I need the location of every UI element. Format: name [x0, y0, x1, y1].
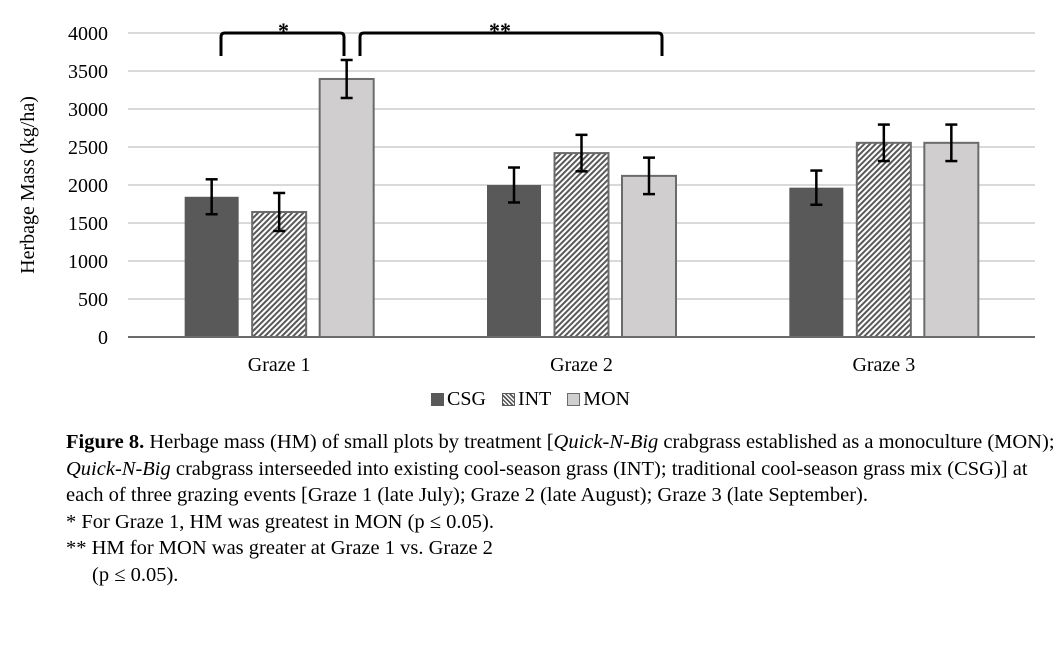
bar-csg	[789, 187, 844, 337]
caption-text-3: crabgrass interseeded into existing cool…	[66, 457, 1028, 507]
significance-brackets: * **	[219, 18, 664, 56]
x-axis-ticks: Graze 1 Graze 2 Graze 3	[248, 354, 915, 376]
x-tick-label: Graze 3	[852, 354, 915, 376]
significance-label: **	[489, 18, 511, 43]
caption-italic-1: Quick-N-Big	[553, 431, 659, 453]
legend-item-csg: CSG	[431, 388, 486, 411]
bar-csg	[184, 196, 239, 337]
y-axis-title: Herbage Mass (kg/ha)	[17, 96, 39, 274]
x-tick-label: Graze 1	[248, 354, 311, 376]
y-axis-ticks: 0 500 1000 1500 2000 2500 3000 3500 4000	[68, 23, 108, 349]
y-tick-label: 500	[78, 289, 108, 311]
y-tick-label: 3500	[68, 61, 108, 83]
y-tick-label: 0	[98, 327, 108, 349]
y-tick-label: 4000	[68, 23, 108, 45]
y-tick-label: 2500	[68, 137, 108, 159]
error-bar	[877, 123, 890, 163]
bar-int	[251, 210, 308, 338]
error-bar	[643, 156, 655, 196]
bar-chart: 0 500 1000 1500 2000 2500 3000 3500 4000 Herbage…	[17, 18, 1035, 376]
legend-item-mon: MON	[567, 388, 630, 411]
bars	[184, 77, 980, 338]
bar-mon	[318, 77, 375, 338]
error-bar	[945, 123, 958, 163]
error-bar	[273, 191, 286, 233]
significance-bracket	[358, 31, 664, 56]
bar-mon	[923, 141, 980, 338]
x-tick-label: Graze 2	[550, 354, 613, 376]
bar-int	[553, 152, 610, 338]
legend-swatch-csg	[431, 393, 445, 406]
y-tick-label: 1000	[68, 251, 108, 273]
y-tick-label: 1500	[68, 213, 108, 235]
caption-main: Figure 8. Herbage mass (HM) of small plo…	[66, 429, 1056, 509]
error-bar	[575, 133, 588, 173]
bar-int	[855, 141, 912, 338]
caption-note-2b: (p ≤ 0.05).	[92, 563, 179, 586]
error-bars	[205, 58, 958, 233]
legend-item-int: INT	[501, 388, 552, 411]
caption-text-2: crabgrass established as a monoculture (…	[658, 431, 1055, 453]
legend-label-mon: MON	[583, 388, 630, 410]
error-bar	[810, 169, 823, 207]
significance-bracket	[219, 31, 346, 56]
legend-label-int: INT	[517, 388, 552, 410]
error-bar	[340, 58, 353, 100]
legend-swatch-mon	[567, 393, 581, 406]
error-bar	[205, 178, 218, 216]
legend: CSG INT MON	[0, 388, 1061, 411]
bar-mon	[621, 174, 677, 338]
legend-swatch-int	[501, 393, 515, 406]
y-tick-label: 2000	[68, 175, 108, 197]
significance-label: *	[278, 18, 289, 43]
error-bar	[508, 166, 520, 204]
caption-note-2a: ** HM for MON was greater at Graze 1 vs.…	[66, 537, 493, 559]
legend-label-csg: CSG	[447, 388, 486, 410]
figure-caption: Figure 8. Herbage mass (HM) of small plo…	[66, 429, 1056, 588]
caption-text-1: Herbage mass (HM) of small plots by trea…	[144, 431, 554, 453]
figure-label: Figure 8.	[66, 431, 145, 453]
y-tick-label: 3000	[68, 99, 108, 121]
caption-note-1: * For Graze 1, HM was greatest in MON (p…	[66, 510, 494, 533]
caption-italic-2: Quick-N-Big	[66, 457, 171, 480]
bar-csg	[487, 185, 541, 337]
